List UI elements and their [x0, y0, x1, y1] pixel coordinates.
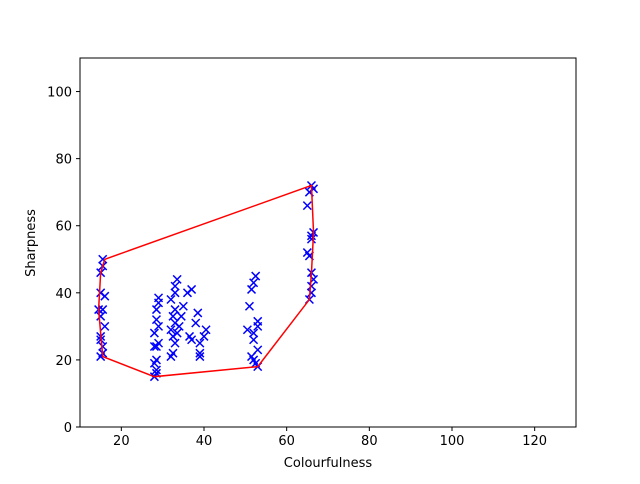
point — [187, 335, 197, 345]
y-tick-label: 40 — [55, 287, 72, 302]
x-tick-label: 20 — [113, 434, 130, 449]
y-tick-label: 20 — [55, 354, 72, 369]
point — [149, 328, 159, 338]
point — [195, 352, 205, 362]
point — [306, 288, 316, 298]
point — [195, 338, 205, 348]
point — [253, 345, 263, 355]
y-tick-label: 0 — [64, 421, 72, 436]
point — [302, 201, 312, 211]
point — [154, 293, 164, 303]
point — [199, 331, 209, 341]
point — [244, 301, 254, 311]
y-tick-label: 60 — [55, 220, 72, 235]
point — [168, 348, 178, 358]
point — [166, 294, 176, 305]
y-axis-label: Sharpness — [24, 209, 39, 277]
point — [306, 281, 316, 291]
point — [193, 308, 203, 318]
point — [302, 248, 312, 258]
x-tick-label: 60 — [278, 434, 295, 449]
point — [178, 301, 188, 311]
point — [170, 281, 180, 291]
point — [98, 305, 108, 315]
point — [151, 365, 161, 375]
point — [253, 316, 263, 326]
point — [249, 278, 259, 288]
point — [174, 321, 184, 331]
point — [187, 284, 197, 294]
x-tick-label: 120 — [522, 434, 547, 449]
point — [100, 321, 110, 331]
point — [170, 338, 180, 348]
point — [195, 348, 205, 358]
point — [154, 321, 164, 331]
point — [306, 234, 316, 244]
y-tick-label: 80 — [55, 153, 72, 168]
point — [247, 284, 257, 294]
point — [98, 341, 108, 352]
point — [151, 341, 161, 352]
y-tick-label: 100 — [47, 86, 72, 101]
point — [96, 352, 106, 362]
point — [100, 291, 110, 301]
point — [251, 271, 261, 281]
point — [98, 254, 108, 264]
point — [166, 325, 176, 335]
point — [151, 315, 161, 325]
point — [172, 328, 182, 338]
point — [170, 288, 180, 298]
x-tick-label: 80 — [361, 434, 378, 449]
point — [96, 311, 106, 321]
point — [249, 328, 259, 338]
x-axis-label: Colourfulness — [284, 456, 373, 471]
x-tick-label: 40 — [196, 434, 213, 449]
x-tick-label: 100 — [440, 434, 465, 449]
point — [249, 335, 259, 345]
point — [242, 325, 252, 335]
plot-frame — [79, 57, 577, 428]
point — [168, 311, 178, 321]
point — [151, 355, 161, 365]
point — [172, 274, 182, 284]
hull-line — [97, 184, 315, 378]
point — [191, 318, 201, 328]
point — [201, 325, 211, 335]
point — [176, 311, 186, 321]
point — [151, 305, 161, 315]
